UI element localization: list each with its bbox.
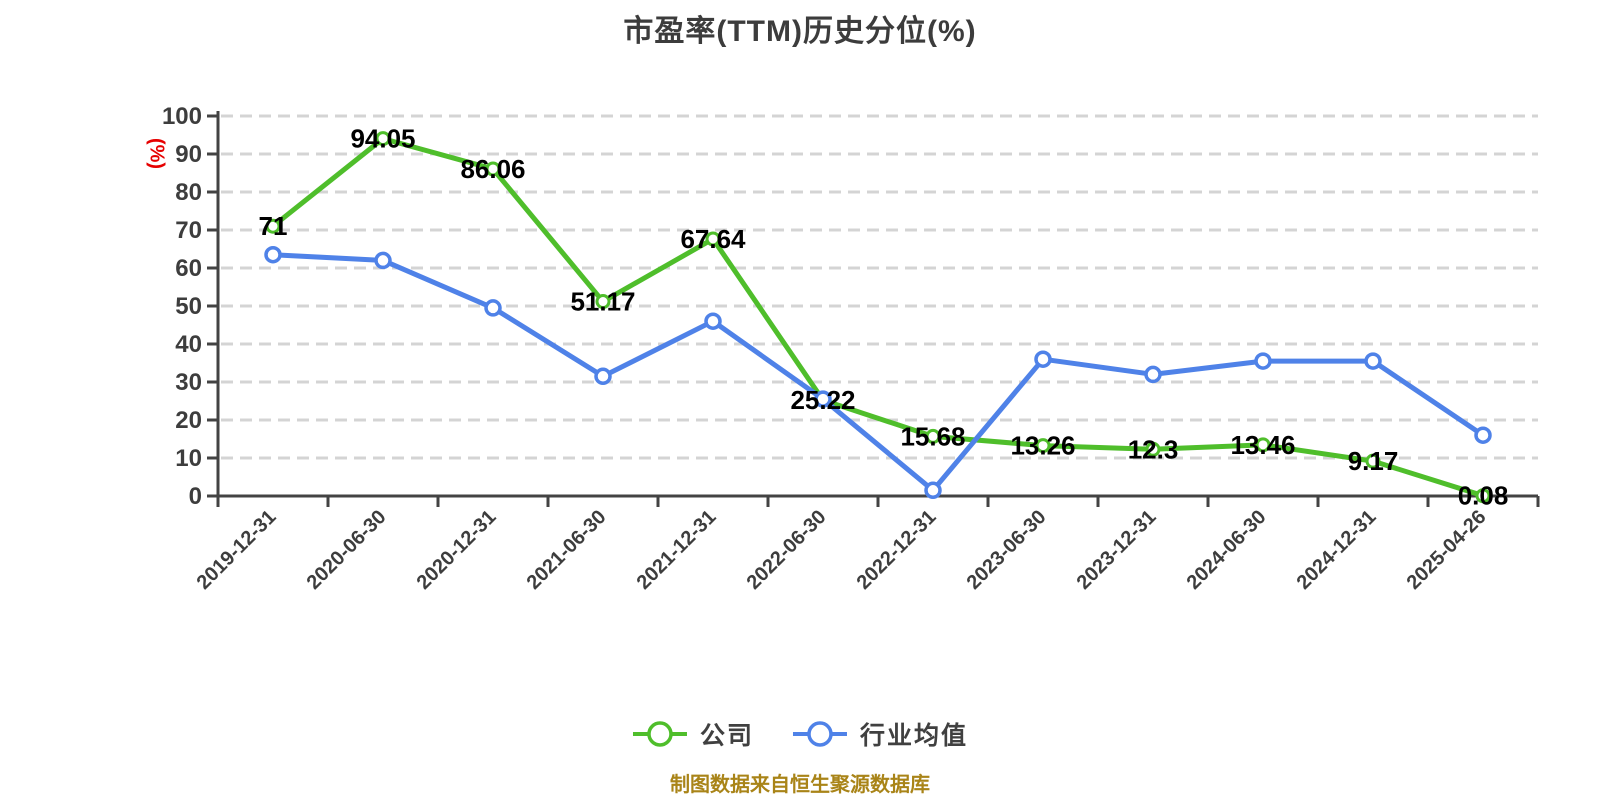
data-label: 51.17 [570, 287, 635, 317]
x-axis-tick-label: 2022-12-31 [853, 506, 941, 594]
data-label: 0.08 [1458, 481, 1509, 511]
data-point[interactable] [265, 218, 281, 234]
x-axis-tick-label: 2020-06-30 [303, 506, 391, 594]
x-axis-tick-label: 2022-06-30 [743, 506, 831, 594]
x-axis-tick-label: 2023-12-31 [1073, 506, 1161, 594]
data-point[interactable] [1145, 441, 1161, 457]
y-axis-tick-label: 50 [175, 293, 202, 320]
data-point[interactable] [704, 312, 722, 330]
data-point[interactable] [594, 367, 612, 386]
x-axis-tick-label: 2023-06-30 [963, 506, 1051, 594]
y-axis-tick-label: 60 [175, 255, 202, 282]
data-label: 94.05 [350, 124, 415, 154]
data-point[interactable] [814, 390, 832, 408]
data-label: 9.17 [1348, 446, 1399, 476]
data-point[interactable] [1254, 352, 1272, 370]
legend-label-industry-average: 行业均值 [860, 722, 969, 750]
data-point[interactable] [485, 161, 501, 177]
data-point[interactable] [1365, 453, 1381, 469]
data-point[interactable] [1364, 352, 1382, 370]
x-axis-tick-label: 2024-12-31 [1293, 506, 1381, 594]
y-axis-tick-label: 80 [175, 179, 202, 206]
data-point[interactable] [1034, 350, 1052, 368]
y-axis-tick-label: 90 [175, 141, 202, 168]
data-label: 86.06 [460, 154, 525, 184]
y-axis-tick-label: 40 [175, 331, 202, 358]
data-point[interactable] [374, 251, 392, 270]
data-label: 15.68 [900, 421, 965, 451]
data-point[interactable] [484, 299, 502, 317]
data-point[interactable] [1475, 488, 1491, 504]
data-label: 12.3 [1128, 434, 1179, 464]
data-label: 13.46 [1230, 430, 1295, 460]
x-axis-tick-label: 2021-12-31 [633, 506, 721, 594]
chart-title: 市盈率(TTM)历史分位(%) [623, 15, 977, 48]
x-axis-tick-label: 2024-06-30 [1183, 506, 1271, 594]
x-axis-tick-label: 2019-12-31 [193, 506, 281, 594]
series-line-行业均值 [270, 252, 1486, 493]
series-line-公司 [270, 136, 1486, 499]
data-point[interactable] [1255, 437, 1271, 453]
data-point[interactable] [924, 481, 942, 500]
y-axis-tick-label: 0 [189, 483, 202, 510]
legend-item-company[interactable]: 公司 [632, 716, 754, 752]
line-circle-marker-icon [632, 718, 688, 750]
data-label: 13.26 [1010, 431, 1075, 461]
data-point[interactable] [1474, 426, 1492, 444]
data-point[interactable] [925, 428, 941, 444]
data-label: 25.22 [790, 385, 855, 415]
data-point[interactable] [1035, 438, 1051, 454]
data-point[interactable] [264, 245, 282, 264]
y-axis-tick-label: 20 [175, 407, 202, 434]
x-axis-tick-label: 2020-12-31 [413, 506, 501, 594]
x-axis-tick-label: 2025-04-26 [1403, 506, 1491, 594]
y-axis-tick-label: 100 [162, 103, 202, 130]
x-axis-tick-label: 2021-06-30 [523, 506, 611, 594]
legend: 公司 行业均值 [632, 716, 968, 752]
y-axis-tick-label: 30 [175, 369, 202, 396]
line-circle-marker-icon [792, 718, 848, 750]
data-point[interactable] [595, 294, 611, 310]
y-axis-tick-label: 70 [175, 217, 202, 244]
data-source-attribution: 制图数据来自恒生聚源数据库 [670, 774, 930, 796]
data-label: 71 [259, 211, 288, 241]
data-point[interactable] [375, 131, 391, 147]
legend-label-company: 公司 [699, 722, 754, 750]
data-label: 67.64 [680, 224, 746, 254]
data-point[interactable] [1144, 365, 1162, 384]
legend-item-industry-average[interactable]: 行业均值 [792, 716, 968, 752]
data-point[interactable] [705, 231, 721, 247]
y-axis-tick-label: 10 [175, 445, 202, 472]
